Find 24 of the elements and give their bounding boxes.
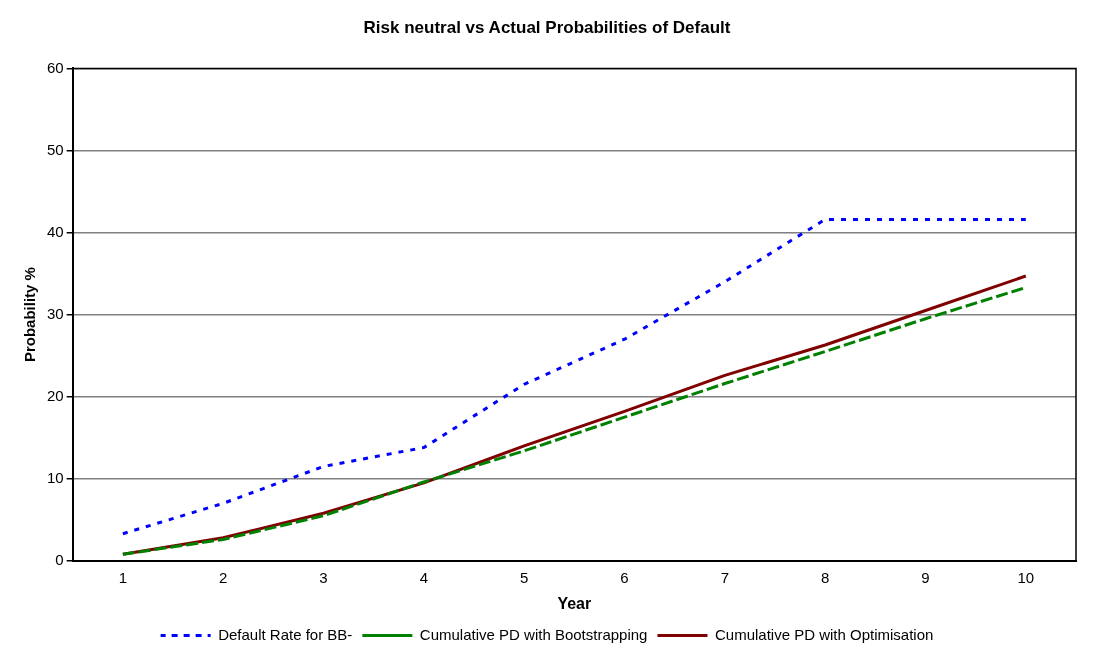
line-series <box>121 217 1028 536</box>
y-tick-label: 50 <box>47 140 64 158</box>
x-tick-label: 2 <box>219 568 228 586</box>
y-tick-label: 60 <box>47 58 64 76</box>
y-tick-label: 30 <box>47 304 64 322</box>
legend-label: Cumulative PD with Optimisation <box>714 625 934 643</box>
chart-title: Risk neutral vs Actual Probabilities of Default <box>363 17 731 37</box>
y-tick-label: 20 <box>47 386 64 404</box>
x-axis-title: Year <box>557 594 592 612</box>
legend-label: Default Rate for BB- <box>218 625 353 643</box>
x-tick-label: 9 <box>921 568 930 586</box>
x-tick-label: 7 <box>720 568 730 586</box>
x-tick-label: 6 <box>620 568 629 586</box>
x-tick-label: 10 <box>1017 568 1035 586</box>
x-tick-label: 1 <box>118 568 128 586</box>
y-axis-title: Probability % <box>21 267 39 363</box>
x-tick-label: 3 <box>319 568 328 586</box>
x-tick-label: 4 <box>419 568 429 586</box>
y-tick-label: 40 <box>47 222 64 240</box>
y-tick-label: 0 <box>55 550 64 568</box>
legend-label: Cumulative PD with Bootstrapping <box>419 625 648 643</box>
y-tick-label: 10 <box>47 468 64 486</box>
x-tick-label: 8 <box>821 568 830 586</box>
x-tick-label: 5 <box>520 568 529 586</box>
